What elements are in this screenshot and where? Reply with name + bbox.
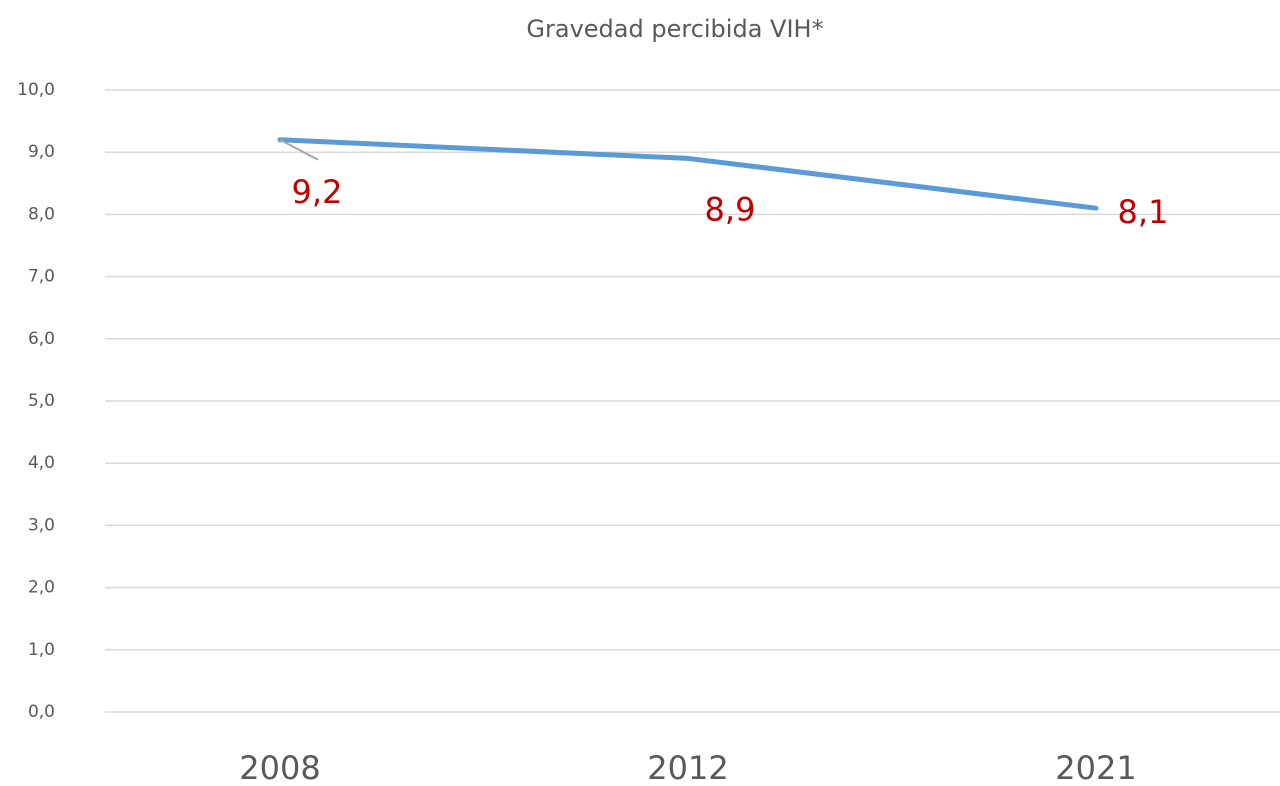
data-label: 8,9	[705, 190, 756, 228]
y-tick-label: 10,0	[17, 80, 55, 100]
y-tick-label: 0,0	[28, 702, 55, 722]
y-tick-label: 7,0	[28, 267, 55, 287]
y-tick-label: 4,0	[28, 453, 55, 473]
y-tick-label: 3,0	[28, 515, 55, 535]
x-tick-label: 2021	[1055, 749, 1136, 786]
leader-line	[279, 138, 319, 161]
y-tick-label: 1,0	[28, 640, 55, 660]
y-tick-label: 8,0	[28, 204, 55, 224]
y-tick-label: 9,0	[28, 142, 55, 162]
y-tick-label: 6,0	[28, 329, 55, 349]
chart-title: Gravedad percibida VIH*	[526, 15, 823, 43]
x-tick-label: 2008	[239, 749, 320, 786]
data-label: 9,2	[292, 173, 343, 211]
x-tick-label: 2012	[647, 749, 728, 786]
y-tick-label: 2,0	[28, 578, 55, 598]
y-tick-label: 5,0	[28, 391, 55, 411]
data-label: 8,1	[1118, 193, 1169, 231]
line	[277, 137, 1099, 211]
